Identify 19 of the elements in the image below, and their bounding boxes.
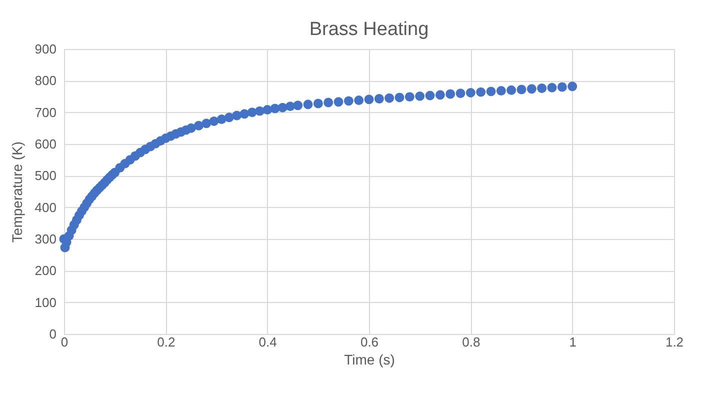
x-tick-label: 0.8	[462, 334, 480, 350]
y-tick-label: 600	[34, 136, 56, 152]
y-tick-label: 100	[34, 294, 56, 310]
x-tick-label: 0	[60, 334, 68, 350]
x-tick-label: 1.2	[665, 334, 684, 350]
x-tick-label: 0.2	[157, 334, 176, 350]
y-tick-label: 200	[34, 263, 56, 278]
y-tick-label: 700	[34, 104, 56, 120]
y-tick-label: 900	[34, 42, 56, 56]
y-tick-label: 800	[34, 73, 56, 88]
y-tick-label: 400	[34, 200, 56, 215]
x-axis-title: Time (s)	[344, 352, 395, 368]
y-tick-label: 300	[34, 232, 56, 246]
x-tick-label: 0.4	[258, 334, 277, 350]
x-tick-label: 0.6	[360, 334, 379, 350]
chart-title: Brass Heating	[309, 19, 429, 40]
y-tick-label: 500	[34, 168, 56, 184]
x-tick-label: 1	[569, 334, 576, 350]
y-axis-title: Temperature (K)	[8, 141, 25, 243]
